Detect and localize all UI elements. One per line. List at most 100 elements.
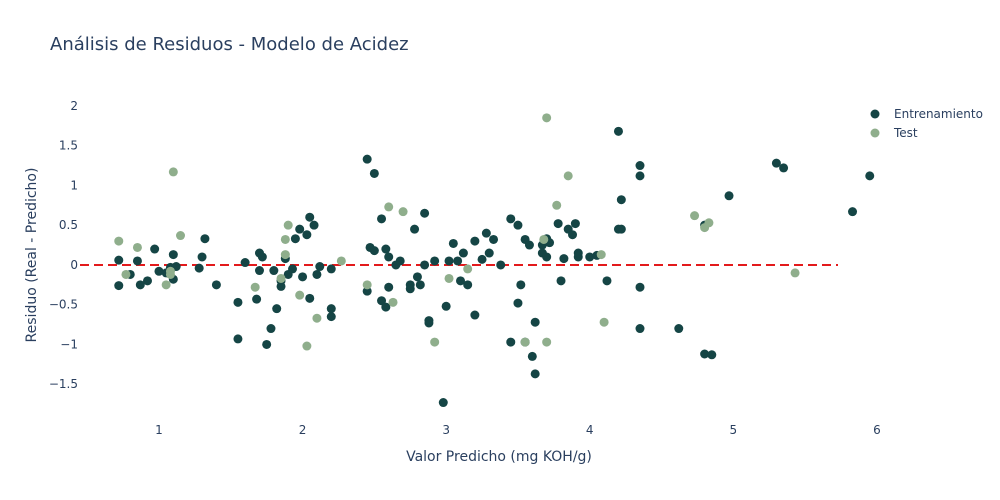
x-tick-label: 3 [442, 423, 450, 437]
data-point [790, 268, 800, 278]
data-point [262, 339, 272, 349]
data-point [420, 260, 430, 270]
data-point [585, 252, 595, 262]
data-point [288, 264, 298, 274]
data-point [290, 234, 300, 244]
y-axis-title: Residuo (Real - Predicho) [24, 168, 40, 343]
data-point [233, 334, 243, 344]
data-point [200, 234, 210, 244]
legend[interactable]: Entrenamiento Test [870, 107, 983, 140]
data-point [280, 250, 290, 260]
data-point [114, 281, 124, 291]
data-point [233, 297, 243, 307]
data-point [865, 171, 875, 181]
data-point [388, 297, 398, 307]
data-point [142, 276, 152, 286]
data-point [272, 304, 282, 314]
data-point [298, 272, 308, 282]
x-tick-label: 6 [873, 423, 881, 437]
data-point [553, 219, 563, 229]
data-point [602, 276, 612, 286]
data-point [635, 282, 645, 292]
x-tick-label: 1 [155, 423, 163, 437]
data-point [362, 286, 372, 296]
legend-item[interactable]: Test [870, 126, 918, 140]
data-point [552, 200, 562, 210]
data-point [405, 284, 415, 294]
data-point [326, 264, 336, 274]
data-point [539, 234, 549, 244]
data-point [542, 337, 552, 347]
data-point [326, 312, 336, 322]
data-point [613, 126, 623, 136]
data-point [377, 214, 387, 224]
data-points [114, 113, 875, 408]
data-point [441, 301, 451, 311]
x-axis-title: Valor Predicho (mg KOH/g) [406, 449, 592, 465]
data-point [700, 349, 710, 359]
data-point [520, 337, 530, 347]
legend-item[interactable]: Entrenamiento [870, 107, 983, 121]
data-point [635, 161, 645, 171]
data-point [315, 262, 325, 272]
data-point [369, 246, 379, 256]
data-point [596, 250, 606, 260]
data-point [690, 211, 700, 221]
data-point [135, 280, 145, 290]
data-point [513, 220, 523, 230]
data-point [168, 167, 178, 177]
data-point [176, 231, 186, 241]
data-point [463, 264, 473, 274]
y-tick-label: 0.5 [59, 218, 78, 232]
x-tick-label: 5 [730, 423, 738, 437]
x-axis-ticks: 1 2 3 4 5 6 [155, 423, 881, 437]
data-point [484, 248, 494, 258]
data-point [154, 266, 164, 276]
data-point [848, 207, 858, 217]
data-point [369, 168, 379, 178]
data-point [771, 158, 781, 168]
data-point [280, 234, 290, 244]
data-point [444, 256, 454, 266]
data-point [257, 252, 267, 262]
data-point [384, 282, 394, 292]
data-point [381, 302, 391, 312]
data-point [453, 256, 463, 266]
data-point [254, 266, 264, 276]
data-point [424, 316, 434, 326]
x-tick-label: 4 [586, 423, 594, 437]
y-tick-label: 2 [70, 99, 78, 113]
legend-marker [870, 128, 880, 138]
data-point [362, 280, 372, 290]
data-point [312, 269, 322, 279]
data-point [542, 252, 552, 262]
data-point [506, 214, 516, 224]
data-point [381, 244, 391, 254]
y-tick-label: 1 [70, 178, 78, 192]
data-point [635, 171, 645, 181]
data-point [542, 113, 552, 123]
legend-label: Entrenamiento [894, 107, 983, 121]
data-point [377, 296, 387, 306]
data-point [481, 228, 491, 238]
data-point [463, 280, 473, 290]
data-point [395, 256, 405, 266]
data-point [599, 317, 609, 327]
data-point [312, 313, 322, 323]
y-tick-label: −1.5 [49, 377, 78, 391]
data-point [295, 224, 305, 234]
data-point [132, 242, 142, 252]
data-point [513, 298, 523, 308]
data-point [309, 220, 319, 230]
data-point [724, 191, 734, 201]
data-point [415, 280, 425, 290]
data-point [150, 244, 160, 254]
data-point [616, 224, 626, 234]
data-point [240, 258, 250, 268]
data-point [250, 282, 260, 292]
y-axis-ticks: −1.5 −1 −0.5 0 0.5 1 1.5 2 [49, 99, 78, 391]
data-point [266, 324, 276, 334]
data-point [704, 218, 714, 228]
data-point [194, 263, 204, 273]
